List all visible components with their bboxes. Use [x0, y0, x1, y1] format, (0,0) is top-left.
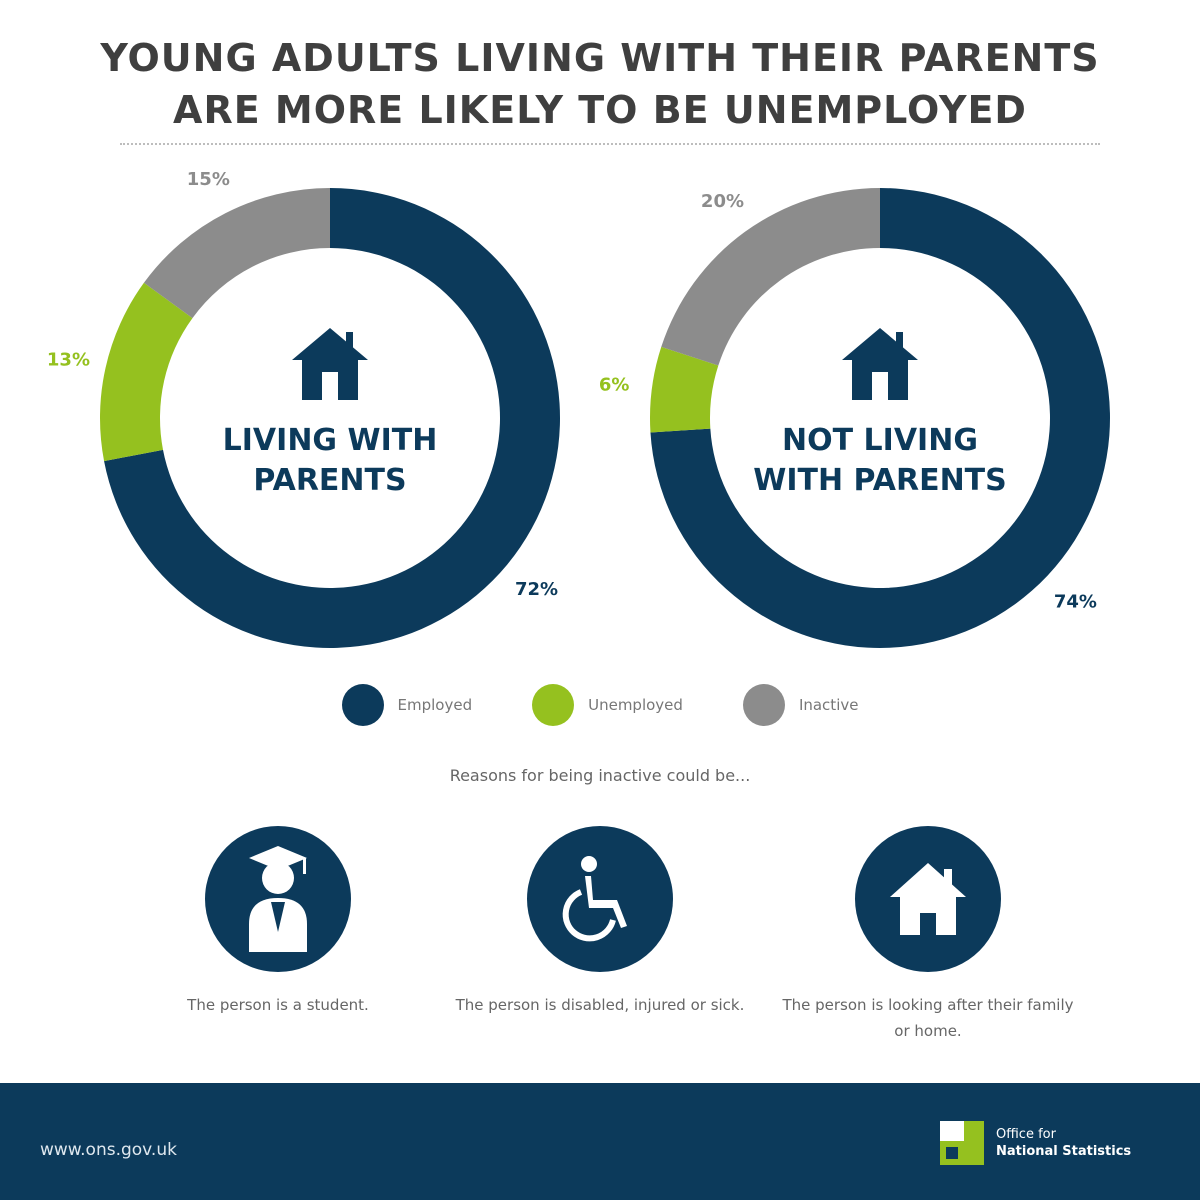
reason-circle-disabled	[527, 826, 673, 972]
donut-segment-unemployed	[649, 346, 719, 433]
donut-segment-unemployed	[99, 282, 193, 462]
legend-swatch-unemployed	[532, 684, 575, 726]
legend-item-employed: Employed	[341, 684, 473, 726]
reason-text-student: The person is a student.	[187, 996, 369, 1014]
title-line-2: ARE MORE LIKELY TO BE UNEMPLOYED	[173, 88, 1027, 132]
footer-url-link[interactable]: www.ons.gov.uk	[40, 1140, 177, 1160]
legend-label-employed: Employed	[397, 696, 473, 714]
title-divider	[120, 143, 1100, 145]
reason-disabled: The person is disabled, injured or sick.	[440, 826, 760, 1018]
donut-center-label-line1: NOT LIVING	[782, 423, 978, 458]
legend-label-inactive: Inactive	[798, 696, 859, 714]
title-line-1: YOUNG ADULTS LIVING WITH THEIR PARENTS	[100, 36, 1100, 80]
legend-swatch-employed	[341, 684, 384, 726]
legend-item-unemployed: Unemployed	[532, 684, 683, 726]
student-icon	[249, 846, 307, 952]
reason-student: The person is a student.	[118, 826, 438, 1018]
donut-chart-2: 74% 6% 20% NOT LIVING WITH PARENTS	[599, 188, 1110, 648]
logo-line-1: Office for	[996, 1127, 1056, 1142]
house-icon	[292, 328, 368, 400]
house-icon	[842, 328, 918, 400]
logo-line-2: National Statistics	[996, 1144, 1132, 1159]
reason-text-disabled: The person is disabled, injured or sick.	[455, 996, 745, 1014]
legend-item-inactive: Inactive	[742, 684, 859, 726]
donut-segment-inactive	[143, 188, 330, 319]
legend-swatch-inactive	[742, 684, 785, 726]
data-label-inactive: 20%	[701, 191, 744, 212]
infographic-title: YOUNG ADULTS LIVING WITH THEIR PARENTS A…	[0, 32, 1200, 136]
reason-home: The person is looking after their family…	[768, 826, 1088, 1044]
chart-legend: Employed Unemployed Inactive	[0, 680, 1200, 730]
data-label-employed: 72%	[515, 579, 558, 600]
home-icon	[890, 863, 966, 935]
reason-circle-student	[205, 826, 351, 972]
wheelchair-icon	[562, 856, 627, 942]
legend-label-unemployed: Unemployed	[588, 696, 683, 714]
donut-charts: 72% 13% 15% LIVING WITH PARENTS 74% 6% 20% NOT L…	[47, 169, 1110, 648]
data-label-unemployed: 6%	[599, 374, 630, 395]
donut-center-label-line2: PARENTS	[253, 463, 406, 498]
ons-logo-text: Office for National Statistics	[996, 1126, 1131, 1160]
ons-logo-icon	[940, 1121, 984, 1165]
donut-center-label-line2: WITH PARENTS	[753, 463, 1007, 498]
donut-segment-inactive	[661, 188, 880, 366]
ons-logo: Office for National Statistics	[940, 1121, 1131, 1165]
data-label-employed: 74%	[1054, 591, 1097, 612]
donut-chart-1: 72% 13% 15% LIVING WITH PARENTS	[47, 169, 561, 648]
footer-bar: www.ons.gov.uk Office for National Stati…	[0, 1083, 1200, 1200]
donut-center-label-line1: LIVING WITH	[223, 423, 438, 458]
reasons-intro: Reasons for being inactive could be...	[449, 766, 751, 785]
data-label-inactive: 15%	[187, 169, 230, 190]
data-label-unemployed: 13%	[47, 350, 90, 371]
reason-text-home: The person is looking after their family…	[782, 996, 1074, 1040]
reason-circle-home	[855, 826, 1001, 972]
